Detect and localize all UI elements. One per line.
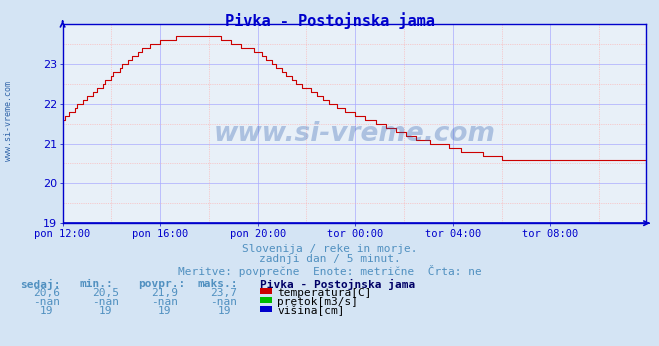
Text: 21,9: 21,9 — [152, 288, 178, 298]
Text: 23,7: 23,7 — [211, 288, 237, 298]
Text: zadnji dan / 5 minut.: zadnji dan / 5 minut. — [258, 254, 401, 264]
Text: povpr.:: povpr.: — [138, 279, 186, 289]
Text: sedaj:: sedaj: — [20, 279, 60, 290]
Text: pretok[m3/s]: pretok[m3/s] — [277, 297, 358, 307]
Text: 19: 19 — [217, 306, 231, 316]
Text: maks.:: maks.: — [198, 279, 238, 289]
Text: min.:: min.: — [79, 279, 113, 289]
Text: 19: 19 — [158, 306, 171, 316]
Text: -nan: -nan — [33, 297, 59, 307]
Text: Slovenija / reke in morje.: Slovenija / reke in morje. — [242, 244, 417, 254]
Text: temperatura[C]: temperatura[C] — [277, 288, 372, 298]
Text: Pivka - Postojnska jama: Pivka - Postojnska jama — [260, 279, 416, 290]
Text: www.si-vreme.com: www.si-vreme.com — [214, 121, 495, 147]
Text: 19: 19 — [99, 306, 112, 316]
Text: -nan: -nan — [92, 297, 119, 307]
Text: 20,6: 20,6 — [33, 288, 59, 298]
Text: -nan: -nan — [152, 297, 178, 307]
Text: 19: 19 — [40, 306, 53, 316]
Text: Pivka - Postojnska jama: Pivka - Postojnska jama — [225, 12, 434, 29]
Text: -nan: -nan — [211, 297, 237, 307]
Text: 20,5: 20,5 — [92, 288, 119, 298]
Text: www.si-vreme.com: www.si-vreme.com — [4, 81, 13, 161]
Text: Meritve: povprečne  Enote: metrične  Črta: ne: Meritve: povprečne Enote: metrične Črta:… — [178, 265, 481, 277]
Text: višina[cm]: višina[cm] — [277, 306, 345, 316]
